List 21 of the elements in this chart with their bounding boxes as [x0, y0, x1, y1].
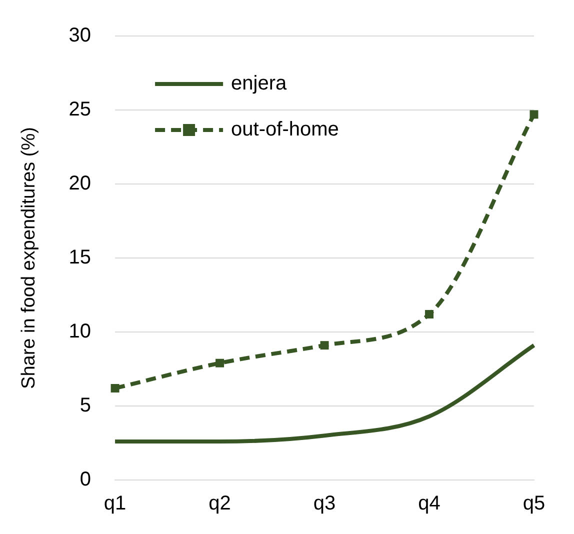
point	[530, 110, 538, 119]
x-tick-label: q1	[104, 492, 126, 515]
y-tick-label: 0	[80, 468, 92, 491]
point	[320, 341, 329, 350]
legend-label: enjera	[231, 72, 288, 95]
point	[425, 310, 434, 318]
legend-label: out-of-home	[231, 118, 339, 141]
point	[216, 358, 224, 368]
y-tick-label: 10	[68, 320, 92, 343]
x-tick-label: q3	[313, 492, 336, 515]
x-tick-label: q4	[418, 492, 440, 515]
y-tick-label: 25	[68, 98, 92, 121]
y-tick-label: 5	[80, 394, 92, 417]
y-tick-label: 20	[68, 172, 92, 195]
point	[110, 384, 120, 392]
y-axis-title: Share in food expenditures (%)	[18, 127, 40, 389]
y-tick-label: 30	[68, 24, 92, 47]
x-tick-label: q2	[208, 492, 231, 515]
line-series	[113, 343, 536, 444]
x-tick-label: q5	[522, 492, 546, 515]
y-tick-label: 15	[68, 246, 92, 269]
